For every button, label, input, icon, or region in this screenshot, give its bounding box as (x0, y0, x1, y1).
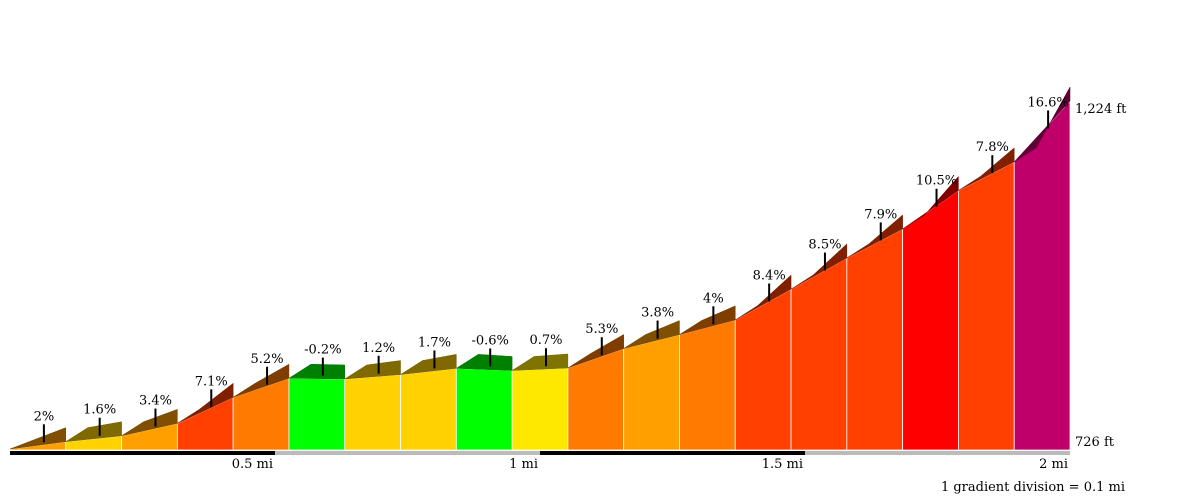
gradient-label: -0.6% (471, 333, 508, 348)
gradient-cap (790, 243, 848, 290)
gradient-label: 3.4% (139, 394, 172, 409)
gradient-band (232, 377, 290, 451)
distance-bar (540, 451, 805, 455)
distance-tick-label: 1.5 mi (762, 457, 803, 472)
gradient-caps (9, 86, 1071, 450)
gradient-cap (846, 214, 903, 259)
gradient-cap (679, 305, 736, 335)
gradient-label: 0.7% (529, 333, 562, 348)
gradient-label: 7.8% (976, 140, 1009, 155)
gradient-label: 7.9% (864, 207, 897, 222)
distance-tick-label: 2 mi (1039, 457, 1068, 472)
gradient-label: 7.1% (195, 374, 228, 389)
distance-bar (275, 451, 540, 455)
gradient-cap (65, 421, 122, 442)
gradient-cap (400, 354, 457, 375)
gradient-band (288, 377, 346, 451)
gradient-cap (1014, 86, 1071, 163)
gradient-label: -0.2% (304, 343, 341, 358)
gradient-cap (623, 320, 680, 349)
gradient-label: 1.6% (83, 403, 116, 418)
gradient-bands (9, 99, 1071, 451)
gradient-ticks (42, 110, 1050, 443)
gradient-cap (233, 363, 290, 398)
gradient-label: 3.8% (641, 306, 674, 321)
gradient-label: 2% (34, 409, 55, 424)
elevation-max-label: 1,224 ft (1075, 102, 1127, 117)
gradient-cap (735, 274, 792, 321)
gradient-cap (177, 382, 234, 424)
gradient-label: 16.6% (1027, 95, 1068, 110)
gradient-band (902, 189, 959, 451)
gradient-label: 1.7% (418, 335, 451, 350)
gradient-band (679, 319, 736, 451)
gradient-cap (121, 408, 178, 437)
gradient-band (790, 257, 848, 451)
gradient-band (344, 374, 401, 451)
gradient-band (958, 161, 1015, 451)
gradient-label: 10.5% (916, 174, 957, 189)
gradient-label: 1.2% (362, 341, 395, 356)
gradient-band (511, 367, 569, 451)
gradient-cap (344, 360, 401, 380)
gradient-band (623, 334, 680, 451)
gradient-label: 8.5% (808, 238, 841, 253)
gradient-band (400, 367, 457, 451)
distance-tick-label: 0.5 mi (232, 457, 273, 472)
gradient-cap (567, 334, 624, 369)
gradient-label: 4% (703, 291, 724, 306)
gradient-cap (9, 427, 67, 450)
gradient-cap (455, 354, 513, 371)
distance-bar (805, 451, 1070, 455)
gradient-cap (958, 147, 1015, 191)
gradient-label: 5.3% (585, 322, 618, 337)
gradient-cap (288, 363, 345, 380)
distance-tick-label: 1 mi (509, 457, 538, 472)
gradient-labels: 2% 1.6% 3.4% 7.1% 5.2% -0.2% 1.2% 1.7% -0.6% 0.7%… (34, 95, 1069, 424)
gradient-cap (511, 353, 569, 371)
distance-bar (10, 451, 275, 455)
gradient-cap (902, 175, 959, 230)
gradient-label: 5.2% (251, 352, 284, 367)
gradient-label: 8.4% (753, 269, 786, 284)
gradient-division-note: 1 gradient division = 0.1 mi (941, 480, 1125, 495)
elevation-min-label: 726 ft (1075, 435, 1115, 450)
distance-axis: 0.5 mi 1 mi 1.5 mi 2 mi (10, 451, 1070, 472)
gradient-band (734, 288, 792, 451)
gradient-band (455, 367, 513, 451)
gradient-band (846, 228, 904, 451)
